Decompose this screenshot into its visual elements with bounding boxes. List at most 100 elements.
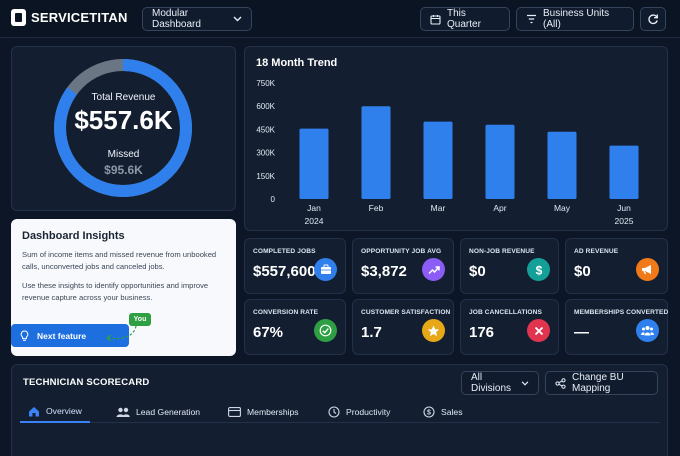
tab-lead-generation-label: Lead Generation — [136, 407, 201, 417]
svg-text:$: $ — [535, 264, 542, 276]
total-revenue-card: Total Revenue $557.6K Missed $95.6K — [11, 46, 236, 211]
trend-chart-card: 18 Month Trend 0 150K 300K 450K 600K 750K Jan 2… — [244, 46, 668, 231]
divisions-label: All Divisions — [471, 372, 512, 394]
briefcase-icon — [314, 258, 337, 281]
tab-overview-label: Overview — [46, 406, 82, 416]
total-revenue-label: Total Revenue — [91, 92, 156, 103]
y-tick-label: 600K — [256, 102, 275, 111]
refresh-icon — [648, 14, 658, 25]
metric-value: $557,600 — [253, 263, 316, 280]
megaphone-icon — [636, 258, 659, 281]
next-feature-button[interactable]: Next feature — [11, 324, 129, 347]
tab-sales[interactable]: $ Sales — [423, 401, 463, 423]
y-tick-label: 300K — [256, 149, 275, 158]
missed-revenue-label: Missed — [107, 149, 140, 160]
home-icon — [29, 406, 39, 416]
star-icon — [422, 319, 445, 342]
metric-card-customer-satisfaction[interactable]: CUSTOMER SATISFACTION 1.7 — [352, 299, 454, 355]
y-tick-label: 0 — [271, 195, 276, 204]
business-units-filter[interactable]: Business Units (All) — [516, 7, 634, 31]
metric-card-ad-revenue[interactable]: AD REVENUE $0 — [565, 238, 668, 294]
metric-label: MEMBERSHIPS CONVERTED — [574, 309, 669, 316]
business-units-label: Business Units (All) — [543, 8, 610, 30]
metric-label: NON-JOB REVENUE — [469, 248, 535, 255]
metric-label: CUSTOMER SATISFACTION — [361, 309, 451, 316]
dollar-circle-icon: $ — [423, 406, 435, 418]
change-bu-mapping-button[interactable]: Change BU Mapping — [545, 371, 658, 395]
dashboard-select-label: Modular Dashboard — [152, 8, 201, 30]
x-icon — [527, 319, 550, 342]
refresh-button[interactable] — [640, 7, 666, 31]
bar-jan[interactable] — [299, 128, 329, 199]
chart-title: 18 Month Trend — [256, 57, 338, 69]
tab-memberships[interactable]: Memberships — [228, 401, 299, 423]
y-tick-label: 450K — [256, 125, 275, 134]
tab-overview[interactable]: Overview — [20, 401, 90, 423]
technician-scorecard: TECHNICIAN SCORECARD All Divisions Chang… — [11, 364, 668, 456]
logo[interactable]: SERVICETITAN — [11, 9, 128, 26]
trend-bar-chart: 0 150K 300K 450K 600K 750K Jan 2024 Feb Mar Apr May… — [256, 79, 639, 226]
card-icon — [228, 407, 241, 417]
people-icon — [636, 319, 659, 342]
calendar-icon — [430, 14, 441, 25]
scorecard-tabs: Overview Lead Generation Memberships Pro… — [20, 401, 660, 423]
metric-card-conversion-rate[interactable]: CONVERSION RATE 67% — [244, 299, 346, 355]
x-tick-label: Jan — [307, 203, 321, 213]
metric-card-job-cancellations[interactable]: JOB CANCELLATIONS 176 — [460, 299, 559, 355]
servicetitan-logo-icon — [11, 9, 26, 26]
check-icon — [314, 319, 337, 342]
metric-card-non-job-revenue[interactable]: NON-JOB REVENUE $0 $ — [460, 238, 559, 294]
insights-title: Dashboard Insights — [22, 230, 125, 242]
metric-card-memberships-converted[interactable]: MEMBERSHIPS CONVERTED — — [565, 299, 668, 355]
x-tick-label: Jun — [617, 203, 631, 213]
metric-value: 67% — [253, 324, 284, 341]
divisions-select[interactable]: All Divisions — [461, 371, 539, 395]
bar-feb[interactable] — [361, 106, 391, 199]
metric-value: 176 — [469, 324, 495, 341]
next-feature-label: Next feature — [37, 330, 87, 341]
metric-value: $3,872 — [361, 263, 407, 280]
dashed-arrow-icon — [106, 325, 137, 342]
dollar-icon: $ — [527, 258, 550, 281]
date-range-label: This Quarter — [447, 8, 481, 30]
metric-label: COMPLETED JOBS — [253, 248, 316, 255]
metric-card-opportunity-job-avg[interactable]: OPPORTUNITY JOB AVG $3,872 — [352, 238, 454, 294]
dashboard-select[interactable]: Modular Dashboard — [142, 7, 252, 31]
date-range-button[interactable]: This Quarter — [420, 7, 510, 31]
metric-value: 1.7 — [361, 324, 382, 341]
missed-revenue-value: $95.6K — [104, 163, 143, 177]
logo-text: SERVICETITAN — [31, 10, 128, 25]
chevron-down-icon — [233, 16, 242, 22]
insights-tip: Use these insights to identify opportuni… — [22, 281, 209, 302]
revenue-ring-chart — [54, 59, 192, 197]
metric-value: $0 — [574, 263, 591, 280]
y-tick-label: 150K — [256, 172, 275, 181]
bar-mar[interactable] — [423, 121, 453, 199]
y-tick-label: 750K — [256, 79, 275, 88]
metric-label: JOB CANCELLATIONS — [469, 309, 543, 316]
clock-icon — [328, 406, 340, 418]
tab-productivity[interactable]: Productivity — [328, 401, 390, 423]
tab-lead-generation[interactable]: Lead Generation — [116, 401, 200, 423]
bar-may[interactable] — [547, 131, 577, 199]
x-year-label: 2025 — [615, 216, 634, 226]
ring-captured-segment — [54, 59, 192, 197]
x-tick-label: May — [554, 203, 571, 213]
metric-card-completed-jobs[interactable]: COMPLETED JOBS $557,600 — [244, 238, 346, 294]
people-icon — [116, 407, 130, 417]
tab-memberships-label: Memberships — [247, 407, 299, 417]
x-tick-label: Apr — [493, 203, 506, 213]
metric-label: CONVERSION RATE — [253, 309, 319, 316]
trend-up-icon — [422, 258, 445, 281]
tab-productivity-label: Productivity — [346, 407, 391, 417]
lightbulb-icon — [20, 329, 29, 341]
tab-sales-label: Sales — [441, 407, 463, 417]
top-bar: SERVICETITAN Modular Dashboard This Quar… — [0, 0, 680, 38]
metric-value: — — [574, 324, 589, 341]
bar-apr[interactable] — [485, 124, 515, 199]
x-tick-label: Feb — [369, 203, 384, 213]
svg-text:$: $ — [427, 410, 431, 417]
bar-jun[interactable] — [609, 145, 639, 199]
filter-icon — [527, 14, 536, 24]
insights-description: Sum of income items and missed revenue f… — [22, 250, 217, 271]
